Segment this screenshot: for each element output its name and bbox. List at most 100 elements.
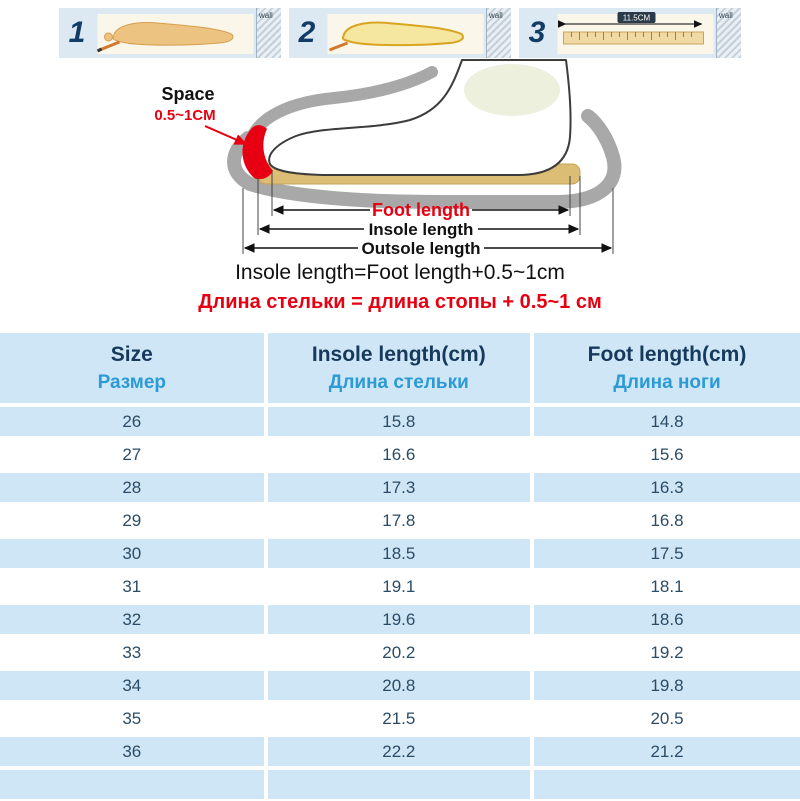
- size-cell: 26: [0, 405, 266, 438]
- size-cell: 31: [0, 570, 266, 603]
- col-header-foot-en: Foot length(cm): [587, 342, 747, 366]
- formula-ru: Длина стельки = длина стопы + 0.5~1 см: [198, 291, 602, 313]
- insole-cell: 20.2: [265, 636, 532, 669]
- step-3-ruler-illustration: 11.5CM: [555, 8, 716, 58]
- pencil-tip: [96, 47, 103, 53]
- col-header-foot: Foot length(cm) Длина ноги: [531, 333, 800, 405]
- table-row: 27 16.6 15.6: [0, 438, 800, 471]
- size-cell: 34: [0, 669, 266, 702]
- wall-label-1: wall: [259, 11, 273, 20]
- space-value: 0.5~1CM: [154, 107, 215, 124]
- insole-cell: 19.1: [265, 570, 532, 603]
- col-header-size: Size Размер: [0, 333, 266, 405]
- wall-label-3: wall: [719, 11, 733, 20]
- wall-label-2: wall: [489, 11, 503, 20]
- foot-cell: 20.5: [531, 702, 800, 735]
- wall-strip-3: wall: [716, 8, 741, 58]
- toe-space-wedge: [242, 125, 273, 180]
- size-table-body: 26 15.8 14.8 27 16.6 15.6 28 17.3 16.3 2…: [0, 405, 800, 801]
- insole-cell: 18.5: [265, 537, 532, 570]
- step-2-outline-illustration: [325, 8, 486, 58]
- size-table: Size Размер Insole length(cm) Длина стел…: [0, 333, 800, 801]
- insole-cell: 22.2: [265, 735, 532, 768]
- insole-cell: 17.8: [265, 504, 532, 537]
- step-panel-2: 2 wall: [289, 8, 511, 58]
- table-row: 29 17.8 16.8: [0, 504, 800, 537]
- table-row: 34 20.8 19.8: [0, 669, 800, 702]
- heel-highlight: [464, 64, 560, 116]
- col-header-insole-ru: Длина стельки: [328, 371, 469, 393]
- insole-cell: 16.6: [265, 438, 532, 471]
- wall-strip-1: wall: [256, 8, 281, 58]
- foot-cell: [531, 768, 800, 801]
- measure-value: 11.5CM: [623, 14, 651, 23]
- insole-cell: 17.3: [265, 471, 532, 504]
- size-cell: 36: [0, 735, 266, 768]
- extent-guides: [242, 170, 614, 254]
- insole-cell: 20.8: [265, 669, 532, 702]
- table-row-partial: [0, 768, 800, 801]
- step-2-number: 2: [298, 16, 316, 49]
- table-row: 31 19.1 18.1: [0, 570, 800, 603]
- size-cell: [0, 768, 266, 801]
- step-1-foot-on-paper-illustration: [95, 8, 256, 58]
- foot-trace-icon: [96, 14, 254, 54]
- foot-cell: 21.2: [531, 735, 800, 768]
- insole-length-label: Insole length: [369, 220, 474, 239]
- table-row: 28 17.3 16.3: [0, 471, 800, 504]
- insole-cell: 15.8: [265, 405, 532, 438]
- size-cell: 28: [0, 471, 266, 504]
- foot-cell: 16.3: [531, 471, 800, 504]
- table-row: 30 18.5 17.5: [0, 537, 800, 570]
- table-row: 33 20.2 19.2: [0, 636, 800, 669]
- space-label: Space: [161, 84, 214, 104]
- step-panel-3: 3 11.5CM wall: [519, 8, 741, 58]
- size-cell: 32: [0, 603, 266, 636]
- insole-cell: 21.5: [265, 702, 532, 735]
- size-table-header-row: Size Размер Insole length(cm) Длина стел…: [0, 333, 800, 405]
- col-header-size-en: Size: [110, 342, 153, 366]
- foot-cell: 19.2: [531, 636, 800, 669]
- foot-shape: [112, 22, 234, 46]
- ruler: [563, 31, 704, 45]
- table-row: 36 22.2 21.2: [0, 735, 800, 768]
- insole-cell: 19.6: [265, 603, 532, 636]
- shoe-sole-outline: [227, 109, 622, 209]
- pencil-icon: [328, 41, 349, 52]
- size-cell: 30: [0, 537, 266, 570]
- foot-cell: 17.5: [531, 537, 800, 570]
- foot-cell: 14.8: [531, 405, 800, 438]
- foot-cell: 16.8: [531, 504, 800, 537]
- shoe-measure-diagram: Space 0.5~1CM Foot length Insole length …: [0, 58, 800, 264]
- col-header-insole: Insole length(cm) Длина стельки: [265, 333, 532, 405]
- col-header-foot-ru: Длина ноги: [613, 371, 721, 393]
- measurement-steps: 1 wall 2 wall 3: [0, 8, 800, 58]
- size-cell: 27: [0, 438, 266, 471]
- table-row: 32 19.6 18.6: [0, 603, 800, 636]
- pencil-icon: [98, 40, 121, 52]
- foot-outline: [341, 21, 464, 47]
- col-header-insole-en: Insole length(cm): [311, 342, 486, 366]
- step-3-number: 3: [528, 16, 546, 49]
- insole-cell: [265, 768, 532, 801]
- foot-cell: 15.6: [531, 438, 800, 471]
- outsole-length-label: Outsole length: [362, 239, 481, 258]
- size-cell: 33: [0, 636, 266, 669]
- step-panel-1: 1 wall: [59, 8, 281, 58]
- table-row: 35 21.5 20.5: [0, 702, 800, 735]
- size-cell: 35: [0, 702, 266, 735]
- measure-value-box: [617, 12, 656, 23]
- formula-en: Insole length=Foot length+0.5~1cm: [235, 261, 565, 284]
- shoe-upper-outline: [244, 66, 438, 148]
- toe: [104, 32, 113, 42]
- step-1-number: 1: [68, 16, 86, 49]
- foot-cell: 18.6: [531, 603, 800, 636]
- foot-outline-icon: [327, 14, 484, 54]
- foot-cell: 19.8: [531, 669, 800, 702]
- wall-strip-2: wall: [486, 8, 511, 58]
- foot-cell: 18.1: [531, 570, 800, 603]
- size-cell: 29: [0, 504, 266, 537]
- ruler-icon: 11.5CM: [557, 12, 714, 54]
- col-header-size-ru: Размер: [97, 371, 166, 393]
- foot-length-label: Foot length: [372, 200, 470, 220]
